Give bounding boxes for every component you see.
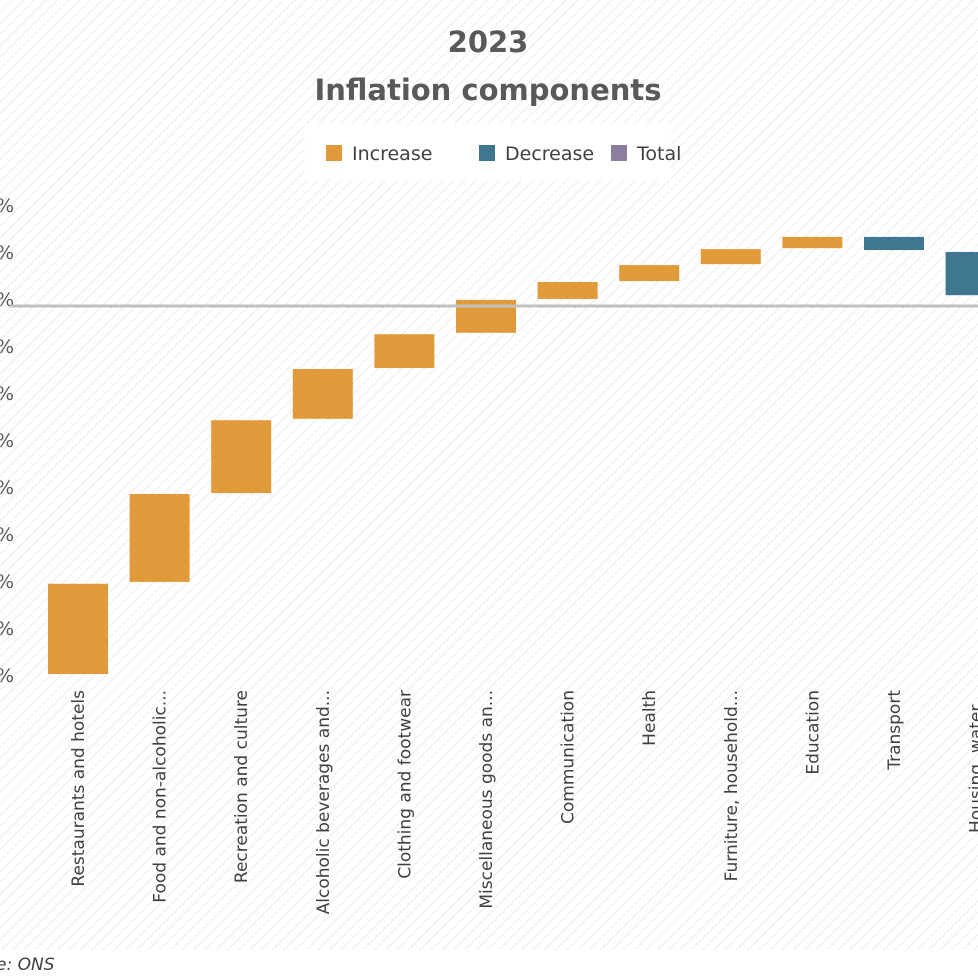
x-category-label: Furniture, household... [722,690,742,881]
y-tick-label: % [0,477,14,499]
x-category-label: Clothing and footwear [395,690,415,879]
bar-decrease [945,251,978,296]
legend-swatch-decrease [479,145,495,161]
chart-title: 2023 [448,25,529,59]
chart-subtitle: Inflation components [314,73,661,107]
legend-label-total: Total [636,143,681,165]
x-category-label: Food and non-alcoholic... [151,690,171,903]
legend-swatch-total [611,145,627,161]
bar-increase [700,249,761,265]
y-tick-label: % [0,524,14,546]
x-category-label: Alcoholic beverages and... [314,690,334,914]
x-category-label: Miscellaneous goods an... [477,690,497,909]
y-tick-label: % [0,665,14,687]
y-tick-label: % [0,430,14,452]
x-category-label: Transport [885,690,905,771]
bar-increase [537,282,598,299]
y-tick-label: % [0,618,14,640]
bar-increase [129,494,190,582]
x-category-label: Housing, water... [967,690,978,833]
bar-increase [211,420,272,494]
y-tick-label: % [0,571,14,593]
x-category-label: Restaurants and hotels [69,690,89,887]
legend-swatch-increase [326,145,342,161]
legend: Increase Decrease Total [305,124,681,180]
y-tick-label: % [0,289,14,311]
x-category-label: Health [640,690,660,746]
x-category-label: Education [803,690,823,775]
bar-decrease [864,236,924,251]
legend-label-decrease: Decrease [505,143,594,165]
y-tick-label: % [0,383,14,405]
legend-label-increase: Increase [352,143,432,165]
source-note: e: ONS [0,955,55,975]
y-tick-label: % [0,242,14,264]
y-tick-label: % [0,195,14,217]
y-tick-label: % [0,336,14,358]
bar-increase [619,265,680,282]
bar-increase [782,236,843,249]
x-category-label: Recreation and culture [232,690,252,883]
bar-increase [48,583,108,675]
bar-increase [292,368,353,419]
bar-increase [374,334,435,369]
x-category-label: Communication [559,690,579,824]
